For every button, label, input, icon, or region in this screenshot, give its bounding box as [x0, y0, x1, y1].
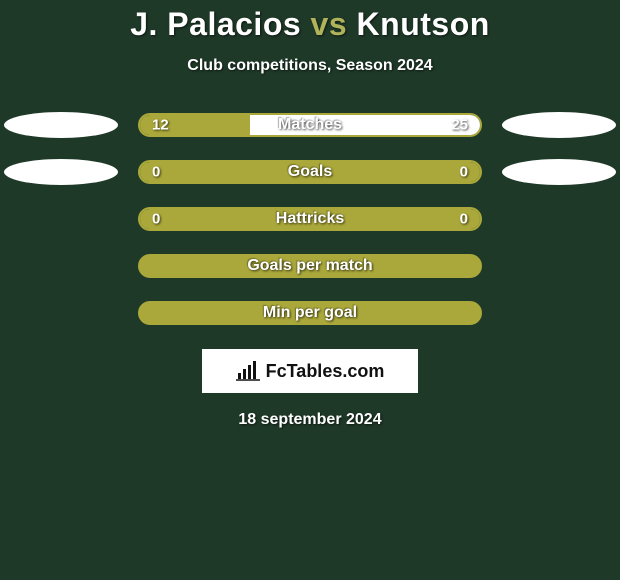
- stat-value-left: 0: [152, 164, 160, 181]
- stat-label: Goals per match: [247, 257, 372, 275]
- stat-value-right: 0: [460, 211, 468, 228]
- title-separator: vs: [311, 6, 348, 42]
- stat-label: Goals: [288, 163, 332, 181]
- stat-row: Hattricks 0 0: [0, 207, 620, 231]
- stat-label: Matches: [278, 116, 342, 134]
- date-text: 18 september 2024: [0, 411, 620, 429]
- stat-value-left: 0: [152, 211, 160, 228]
- player1-badge-ellipse: [4, 112, 118, 138]
- stat-label: Hattricks: [276, 210, 344, 228]
- stat-value-left: 12: [152, 117, 169, 134]
- stat-row: Goals 0 0: [0, 160, 620, 184]
- stat-bar: Matches 12 25: [138, 113, 482, 137]
- stat-row: Goals per match: [0, 254, 620, 278]
- stat-row: Min per goal: [0, 301, 620, 325]
- stat-bar: Min per goal: [138, 301, 482, 325]
- stat-row: Matches 12 25: [0, 113, 620, 137]
- comparison-card: J. Palacios vs Knutson Club competitions…: [0, 0, 620, 429]
- stat-bar: Goals 0 0: [138, 160, 482, 184]
- stat-label: Min per goal: [263, 304, 357, 322]
- barchart-icon: [236, 361, 260, 381]
- brand-text: FcTables.com: [266, 361, 385, 382]
- stat-value-right: 25: [451, 117, 468, 134]
- player2-name: Knutson: [357, 6, 490, 42]
- player2-badge-ellipse: [502, 112, 616, 138]
- stats-rows: Matches 12 25 Goals 0 0 Hattricks 0 0 Goals per m…: [0, 113, 620, 325]
- subtitle: Club competitions, Season 2024: [0, 57, 620, 75]
- stat-bar: Hattricks 0 0: [138, 207, 482, 231]
- stat-bar: Goals per match: [138, 254, 482, 278]
- page-title: J. Palacios vs Knutson: [0, 6, 620, 43]
- player1-badge-ellipse: [4, 159, 118, 185]
- player1-name: J. Palacios: [130, 6, 301, 42]
- brand-box: FcTables.com: [202, 349, 418, 393]
- stat-value-right: 0: [460, 164, 468, 181]
- player2-badge-ellipse: [502, 159, 616, 185]
